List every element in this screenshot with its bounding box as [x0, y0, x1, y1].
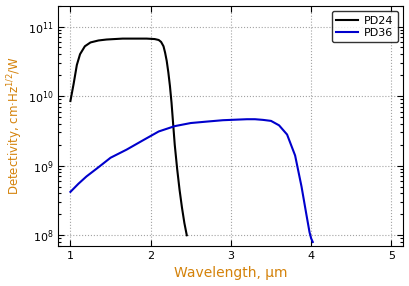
- PD36: [261, 118, 265, 122]
- PD36: [252, 118, 257, 121]
- PD24: [88, 41, 93, 44]
- PD24: [172, 143, 177, 146]
- PD36: [229, 118, 234, 122]
- PD24: [78, 52, 83, 56]
- PD36: [299, 185, 304, 188]
- PD36: [188, 121, 193, 125]
- PD24: [180, 206, 184, 209]
- PD24: [171, 122, 175, 126]
- PD36: [172, 124, 177, 128]
- PD36: [204, 120, 209, 123]
- PD24: [68, 99, 73, 103]
- Line: PD36: PD36: [70, 119, 313, 242]
- PD24: [156, 38, 161, 42]
- PD36: [236, 118, 241, 121]
- PD24: [71, 82, 76, 86]
- PD24: [167, 84, 172, 88]
- PD24: [82, 45, 87, 48]
- PD36: [220, 118, 225, 122]
- PD24: [96, 39, 101, 42]
- PD36: [84, 175, 89, 178]
- PD36: [304, 212, 309, 216]
- PD24: [169, 101, 174, 105]
- PD36: [124, 148, 129, 151]
- PD36: [269, 119, 274, 123]
- PD36: [307, 231, 312, 234]
- PD24: [177, 188, 182, 192]
- PD24: [159, 40, 164, 44]
- X-axis label: Wavelength, μm: Wavelength, μm: [174, 267, 288, 281]
- PD24: [136, 37, 141, 40]
- PD24: [163, 51, 168, 54]
- PD24: [152, 37, 157, 41]
- PD24: [112, 37, 117, 41]
- PD24: [104, 38, 109, 41]
- PD24: [164, 59, 169, 63]
- PD36: [293, 154, 298, 157]
- PD24: [184, 234, 189, 237]
- PD36: [310, 240, 315, 244]
- PD36: [309, 237, 314, 240]
- PD24: [175, 167, 180, 170]
- Y-axis label: Detectivity, cm·Hz$^{1/2}$/W: Detectivity, cm·Hz$^{1/2}$/W: [6, 56, 25, 195]
- PD36: [276, 124, 281, 127]
- PD24: [182, 221, 187, 225]
- PD24: [166, 71, 171, 74]
- PD36: [285, 133, 290, 136]
- PD24: [144, 37, 149, 40]
- PD24: [161, 45, 166, 48]
- Legend: PD24, PD36: PD24, PD36: [332, 11, 398, 42]
- PD36: [245, 118, 249, 121]
- PD36: [156, 130, 161, 133]
- PD36: [76, 182, 81, 185]
- PD24: [120, 37, 125, 40]
- PD36: [96, 166, 101, 169]
- PD36: [68, 190, 73, 194]
- PD24: [74, 63, 79, 67]
- PD24: [128, 37, 133, 40]
- PD36: [140, 139, 145, 142]
- PD36: [108, 156, 113, 160]
- Line: PD24: PD24: [70, 39, 187, 235]
